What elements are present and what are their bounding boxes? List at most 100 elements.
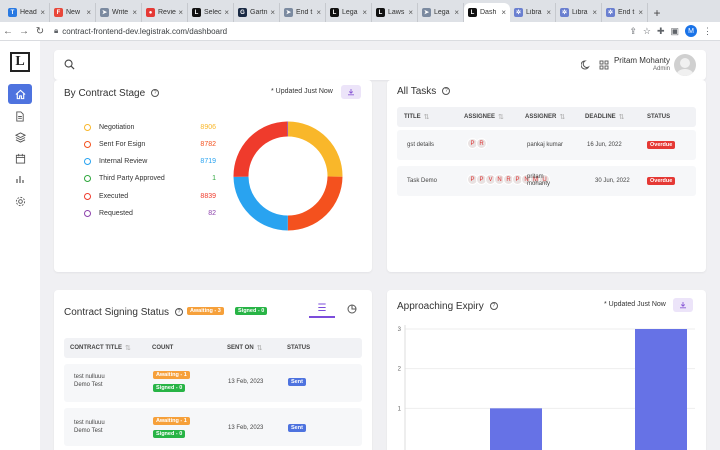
tab-close-icon[interactable]: × [86, 8, 91, 17]
browser-tab[interactable]: ✲ End t × [602, 3, 648, 22]
contract-title[interactable]: test nulluuu [74, 420, 105, 426]
legend-label: Requested [99, 210, 133, 217]
help-icon[interactable]: ? [151, 89, 160, 98]
legend-item[interactable]: Executed 8839 [84, 190, 216, 202]
home-icon[interactable] [8, 84, 32, 104]
app-logo[interactable]: L [10, 52, 30, 72]
assignee-avatar[interactable]: R [476, 138, 487, 149]
tab-favicon-icon: L [468, 8, 477, 17]
help-icon[interactable]: ? [175, 308, 184, 317]
browser-tab[interactable]: L Dash × [464, 3, 510, 22]
donut-slice-negotiation[interactable] [287, 121, 343, 177]
browser-tab[interactable]: L Lega × [326, 3, 372, 22]
table-row[interactable]: test nulluuu Demo Test Awaiting - 1 Sign… [64, 364, 362, 402]
browser-tab[interactable]: ● Revie × [142, 3, 188, 22]
download-button[interactable] [673, 298, 693, 312]
col-assigner: ASSIGNER ⇅ [525, 114, 566, 121]
table-row[interactable]: test nulluuu Demo Test Awaiting - 1 Sign… [64, 408, 362, 446]
browser-tab[interactable]: F New × [50, 3, 96, 22]
browser-tab[interactable]: T Head × [4, 3, 50, 22]
legend-item[interactable]: Internal Review 8719 [84, 156, 216, 168]
extensions-icon[interactable]: ✚ [656, 25, 665, 36]
col-assignee[interactable]: ASSIGNEE ⇅ [464, 114, 504, 121]
reload-icon[interactable]: ↻ [35, 25, 45, 37]
legend-item[interactable]: Sent For Esign 8782 [84, 138, 216, 150]
contract-subtitle: Demo Test [74, 382, 103, 388]
task-title[interactable]: gst details [407, 142, 435, 148]
legend-value: 8906 [200, 123, 216, 131]
legend-item[interactable]: Requested 82 [84, 208, 216, 220]
legend-item[interactable]: Negotiation 8906 [84, 121, 216, 133]
tab-close-icon[interactable]: × [40, 8, 45, 17]
browser-tab[interactable]: ➤ Write × [96, 3, 142, 22]
col-sent-on[interactable]: SENT ON ⇅ [227, 345, 263, 352]
tab-favicon-icon: ✲ [514, 8, 523, 17]
task-title[interactable]: Task Demo [407, 178, 438, 184]
tab-close-icon[interactable]: × [638, 8, 643, 17]
legend-label: Third Party Approved [99, 175, 165, 183]
share-icon[interactable]: ⇪ [629, 25, 637, 36]
contract-title[interactable]: test nulluuu [74, 374, 105, 380]
forward-icon[interactable]: → [19, 25, 29, 37]
help-icon[interactable]: ? [442, 87, 451, 96]
browser-tab[interactable]: ✲ Libra × [556, 3, 602, 22]
expiry-bar[interactable] [635, 329, 687, 450]
tab-label: Lega [342, 9, 358, 16]
list-view-toggle[interactable]: ☰ [309, 300, 335, 318]
tab-close-icon[interactable]: × [546, 8, 551, 17]
tab-close-icon[interactable]: × [454, 8, 459, 17]
profile-avatar[interactable]: M [685, 25, 697, 37]
user-avatar[interactable] [674, 54, 696, 76]
donut-slice-internal-review[interactable] [233, 176, 289, 231]
document-icon[interactable] [8, 106, 32, 126]
signed-badge: Signed - 0 [153, 384, 186, 392]
apps-grid-icon[interactable] [599, 60, 609, 72]
layers-icon[interactable] [8, 127, 32, 147]
tab-close-icon[interactable]: × [224, 8, 229, 17]
settings-gear-icon[interactable] [8, 191, 32, 211]
col-contract-title[interactable]: CONTRACT TITLE ⇅ [70, 345, 131, 352]
browser-tab[interactable]: ➤ End t × [280, 3, 326, 22]
tab-close-icon[interactable]: × [132, 8, 137, 17]
menu-icon[interactable]: ⋮ [703, 25, 712, 36]
donut-slice-executed[interactable] [233, 121, 288, 178]
dark-mode-moon-icon[interactable] [580, 60, 591, 72]
download-button[interactable] [341, 85, 361, 99]
legend-value: 8719 [200, 158, 216, 166]
browser-tab[interactable]: G Gartn × [234, 3, 280, 22]
y-tick-label: 3 [398, 327, 402, 333]
browser-tab[interactable]: ✲ Libra × [510, 3, 556, 22]
help-icon[interactable]: ? [489, 302, 498, 311]
tab-close-icon[interactable]: × [362, 8, 367, 17]
pie-view-toggle[interactable] [341, 300, 363, 318]
user-name: Pritam Mohanty [613, 56, 670, 65]
tab-close-icon[interactable]: × [501, 8, 506, 17]
legend-item[interactable]: Third Party Approved 1 [84, 173, 216, 185]
tab-close-icon[interactable]: × [592, 8, 597, 17]
browser-tab[interactable]: L Laws × [372, 3, 418, 22]
browser-tab[interactable]: ➤ Lega × [418, 3, 464, 22]
tab-close-icon[interactable]: × [408, 8, 413, 17]
all-tasks-title: All Tasks? [397, 86, 451, 97]
sidepanel-icon[interactable]: ▣ [670, 25, 679, 36]
url-field[interactable]: 🔒︎ contract-frontend-dev.legistrak.com/d… [54, 26, 629, 36]
tab-close-icon[interactable]: × [316, 8, 321, 17]
browser-tab[interactable]: L Selec × [188, 3, 234, 22]
col-title[interactable]: TITLE ⇅ [404, 114, 430, 121]
task-assigner: pritam mohanty [527, 174, 551, 187]
tab-close-icon[interactable]: × [178, 8, 183, 17]
bar-chart-icon[interactable] [8, 169, 32, 189]
tab-close-icon[interactable]: × [270, 8, 275, 17]
new-tab-button[interactable]: + [653, 5, 661, 20]
back-icon[interactable]: ← [3, 25, 13, 37]
assignee-avatar[interactable]: U [539, 174, 550, 185]
bookmark-star-icon[interactable]: ☆ [642, 25, 651, 36]
expiry-bar[interactable] [490, 408, 542, 450]
col-deadline[interactable]: DEADLINE ⇅ [585, 114, 625, 121]
search-icon[interactable] [64, 59, 75, 72]
donut-slice-sent-for-esign[interactable] [287, 176, 343, 231]
calendar-icon[interactable] [8, 148, 32, 168]
